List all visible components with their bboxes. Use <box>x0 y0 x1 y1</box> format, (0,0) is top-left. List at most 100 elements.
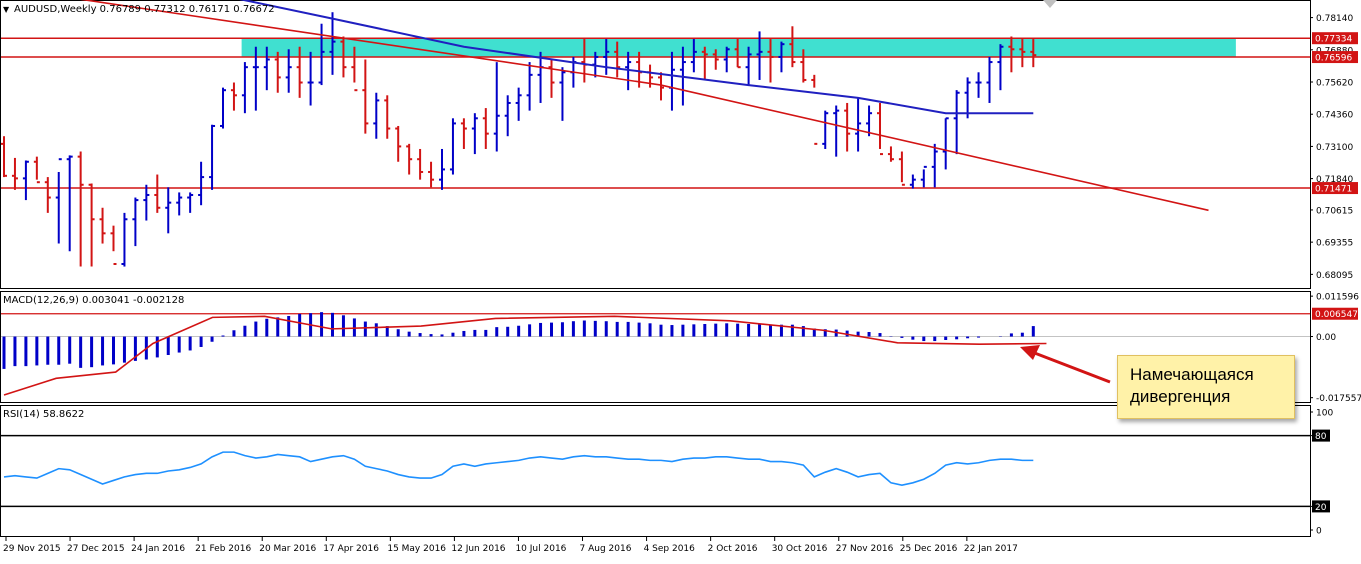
ohlc-bar <box>953 90 960 155</box>
date-tick-label: 22 Jan 2017 <box>964 544 1018 554</box>
date-tick-label: 27 Nov 2016 <box>836 544 894 554</box>
ohlc-bar <box>143 184 150 221</box>
ohlc-bar <box>997 44 1004 91</box>
macd-axis-tick-label: -0.017557 <box>1316 394 1361 404</box>
ohlc-bar <box>471 113 478 155</box>
ohlc-bar <box>252 46 259 111</box>
ohlc-bar <box>351 46 358 92</box>
date-tick-label: 7 Aug 2016 <box>580 544 632 554</box>
ohlc-bar <box>833 105 840 157</box>
price-axis-tick-label: 0.75620 <box>1316 79 1353 89</box>
annotation-line-2: дивергенция <box>1130 387 1231 406</box>
price-tag-bg <box>1312 32 1358 45</box>
ohlc-bars <box>1 12 1037 267</box>
date-tick-label: 30 Oct 2016 <box>772 544 828 554</box>
price-axis-tick-label: 0.70615 <box>1316 206 1353 216</box>
ohlc-bar <box>942 117 949 170</box>
ohlc-bar <box>33 156 40 184</box>
macd-axis-tick-label: 0.00 <box>1316 333 1336 343</box>
date-tick-label: 25 Dec 2016 <box>900 544 958 554</box>
price-axis-tick-label: 0.68095 <box>1316 271 1353 281</box>
ohlc-bar <box>110 225 117 265</box>
ohlc-bar <box>11 157 18 190</box>
panel-frames <box>0 0 1311 537</box>
annotation-arrow <box>1031 350 1111 384</box>
ohlc-bar <box>307 51 314 106</box>
ohlc-bar <box>723 46 730 73</box>
ohlc-bar <box>296 46 303 98</box>
macd-axis-tick-label: 0.011596 <box>1316 293 1359 303</box>
ohlc-bar <box>811 74 818 145</box>
rsi-panel-header: RSI(14) 58.8622 <box>3 409 84 420</box>
ohlc-bar <box>767 39 774 83</box>
ohlc-bar <box>230 82 237 111</box>
ohlc-bar <box>22 160 29 201</box>
ohlc-bar <box>329 12 336 75</box>
ohlc-bar <box>778 41 785 73</box>
ohlc-bar <box>318 23 325 86</box>
date-axis: 29 Nov 2015 27 Dec 2015 24 Jan 2016 21 Feb … <box>3 537 1018 554</box>
ohlc-bar <box>822 110 829 149</box>
ohlc-bar <box>77 151 84 267</box>
ohlc-bar <box>395 125 402 162</box>
ohlc-bar <box>931 143 938 188</box>
moving-average-line <box>239 0 1034 115</box>
chart-shift-marker[interactable] <box>1043 0 1057 8</box>
ohlc-bar <box>745 46 752 86</box>
ohlc-bar <box>898 151 905 186</box>
date-tick-label: 12 Jun 2016 <box>451 544 505 554</box>
ohlc-bar <box>734 39 741 69</box>
ohlc-bar <box>603 39 610 75</box>
price-axis: 0.781400.768800.756200.743600.731000.718… <box>1310 14 1358 281</box>
ohlc-bar <box>690 39 697 73</box>
price-axis-tick-label: 0.73100 <box>1316 143 1353 153</box>
price-axis-tick-label: 0.69355 <box>1316 239 1353 249</box>
ohlc-bar <box>362 59 369 134</box>
price-tag: 0.77334 <box>1315 35 1352 45</box>
ohlc-bar <box>800 49 807 83</box>
ohlc-bar <box>548 59 555 98</box>
price-tag: 0.76596 <box>1315 54 1352 64</box>
price-panel-header: AUDUSD,Weekly 0.76789 0.77312 0.76171 0.… <box>14 4 275 15</box>
trendline <box>80 0 1209 212</box>
horizontal-levels <box>1 37 1310 189</box>
ohlc-bar <box>406 143 413 175</box>
ohlc-bar <box>88 183 95 267</box>
annotation-line-1: Намечающаяся <box>1130 365 1254 384</box>
rsi-line <box>3 451 1034 486</box>
ohlc-bar <box>428 161 435 188</box>
ohlc-bar <box>625 51 632 91</box>
macd-tag: 0.006547 <box>1315 310 1358 320</box>
price-panel-frame <box>0 0 1311 289</box>
ohlc-bar <box>55 158 62 244</box>
ohlc-bar <box>1008 36 1015 73</box>
rsi-axis: 100802008020 <box>1310 409 1333 537</box>
resistance-zone <box>241 38 1236 58</box>
date-tick-label: 2 Oct 2016 <box>708 544 758 554</box>
rsi-level-tag-bg <box>1312 429 1330 442</box>
ohlc-bar <box>99 207 106 244</box>
ohlc-bar <box>537 51 544 103</box>
price-tag-bg <box>1312 51 1358 64</box>
ohlc-bar <box>701 46 708 80</box>
ohlc-bar <box>975 72 982 98</box>
price-axis-tick-label: 0.74360 <box>1316 111 1353 121</box>
ohlc-bar <box>482 108 489 149</box>
ohlc-bar <box>789 26 796 68</box>
ohlc-bar <box>877 102 883 156</box>
date-tick-label: 24 Jan 2016 <box>131 544 185 554</box>
ohlc-bar <box>712 49 719 70</box>
ohlc-bar <box>986 56 993 103</box>
ohlc-bar <box>756 31 763 80</box>
ohlc-bar <box>439 148 445 190</box>
ohlc-bar <box>614 41 621 78</box>
date-tick-label: 29 Nov 2015 <box>3 544 61 554</box>
divergence-annotation: Намечающаяся дивергенция <box>1117 355 1295 419</box>
rsi-levels <box>1 434 1310 508</box>
ohlc-bar <box>198 161 205 206</box>
ohlc-bar <box>165 187 172 234</box>
ohlc-bar <box>154 174 161 213</box>
ohlc-bar <box>658 72 664 101</box>
